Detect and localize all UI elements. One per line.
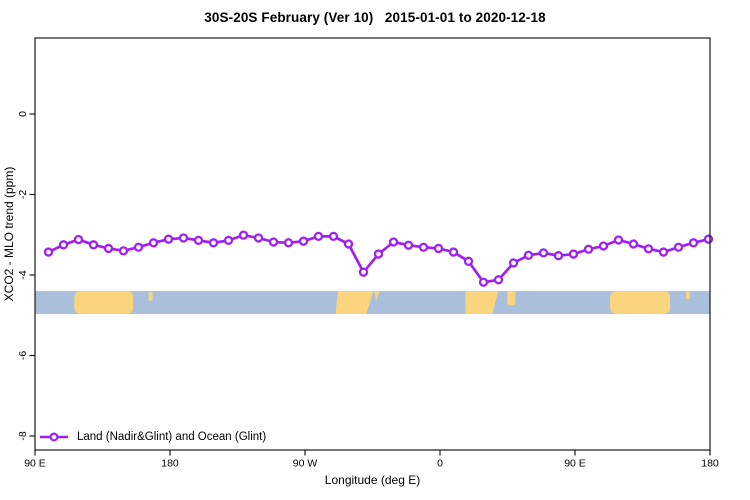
data-point-marker	[43, 247, 54, 257]
data-point-marker	[193, 235, 204, 246]
data-point-marker	[388, 237, 399, 247]
data-point-marker	[343, 239, 354, 249]
data-point-marker	[568, 249, 579, 259]
land-patch-new-caledonia-east-copy	[685, 291, 690, 300]
data-point-marker	[553, 251, 564, 261]
data-point-marker	[103, 243, 114, 254]
data-point-marker	[298, 236, 309, 246]
data-point-marker	[358, 267, 369, 277]
land-patch-new-caledonia-west-copy	[148, 292, 153, 301]
data-point-marker	[463, 256, 474, 266]
data-point-marker	[88, 240, 99, 250]
data-point-marker	[583, 244, 594, 254]
data-point-marker	[538, 248, 549, 258]
y-tick-label: -6	[17, 351, 29, 360]
x-tick-label: 180	[161, 458, 179, 470]
x-tick-label: 0	[437, 458, 443, 470]
data-point-marker	[598, 241, 609, 251]
data-point-marker	[613, 235, 624, 245]
data-point-marker	[673, 242, 684, 252]
data-point-marker	[328, 231, 339, 242]
data-point-marker	[73, 234, 84, 245]
data-point-marker	[133, 242, 144, 252]
data-point-marker	[628, 239, 639, 249]
chart-title: 30S-20S February (Ver 10) 2015-01-01 to …	[204, 10, 546, 25]
data-point-marker	[493, 275, 504, 285]
data-point-marker	[703, 234, 714, 244]
data-point-marker	[118, 246, 129, 256]
data-point-marker	[643, 244, 654, 254]
data-point-marker	[373, 249, 384, 259]
y-axis-label: XCO2 - MLO trend (ppm)	[2, 166, 16, 302]
data-point-marker	[508, 258, 519, 268]
data-point-marker	[283, 238, 294, 248]
data-point-marker	[268, 237, 279, 247]
data-point-marker	[478, 277, 489, 287]
legend-label: Land (Nadir&Glint) and Ocean (Glint)	[77, 430, 267, 443]
plot-border	[34, 37, 711, 451]
legend-marker-icon	[40, 431, 68, 442]
y-tick-label: -4	[17, 270, 29, 279]
x-tick-label: 180	[701, 458, 719, 470]
data-point-marker	[658, 247, 669, 257]
map-band-ocean	[35, 291, 710, 315]
data-point-marker	[208, 238, 219, 248]
x-tick-label: 90 E	[564, 458, 586, 470]
data-point-marker	[58, 240, 69, 250]
data-point-marker	[403, 240, 414, 250]
x-axis-label: Longitude (deg E)	[324, 473, 421, 487]
data-point-marker	[253, 233, 264, 243]
data-point-marker	[223, 235, 234, 246]
data-point-marker	[148, 238, 159, 248]
y-tick-label: 0	[17, 111, 29, 117]
land-patch-africa	[465, 291, 499, 315]
data-point-marker	[688, 238, 699, 248]
data-point-marker	[418, 242, 429, 252]
data-point-marker	[433, 243, 444, 254]
y-tick-label: -8	[17, 431, 29, 440]
x-tick-label: 90 E	[24, 458, 46, 470]
x-tick-label: 90 W	[293, 458, 318, 470]
data-point-marker	[523, 250, 534, 260]
land-patch-australia-east-copy	[610, 291, 671, 315]
y-tick-label: -2	[17, 190, 29, 199]
land-patch-south-america-main	[335, 291, 374, 315]
data-point-marker	[163, 234, 174, 244]
legend: Land (Nadir&Glint) and Ocean (Glint)	[39, 429, 266, 444]
land-patch-madagascar	[507, 291, 516, 306]
data-point-marker	[238, 230, 249, 240]
land-patch-australia-west-copy	[74, 291, 134, 315]
land-patch-south-america-northeast	[374, 291, 380, 302]
data-point-marker	[178, 233, 189, 243]
data-point-marker	[313, 231, 324, 242]
data-point-marker	[448, 247, 459, 257]
